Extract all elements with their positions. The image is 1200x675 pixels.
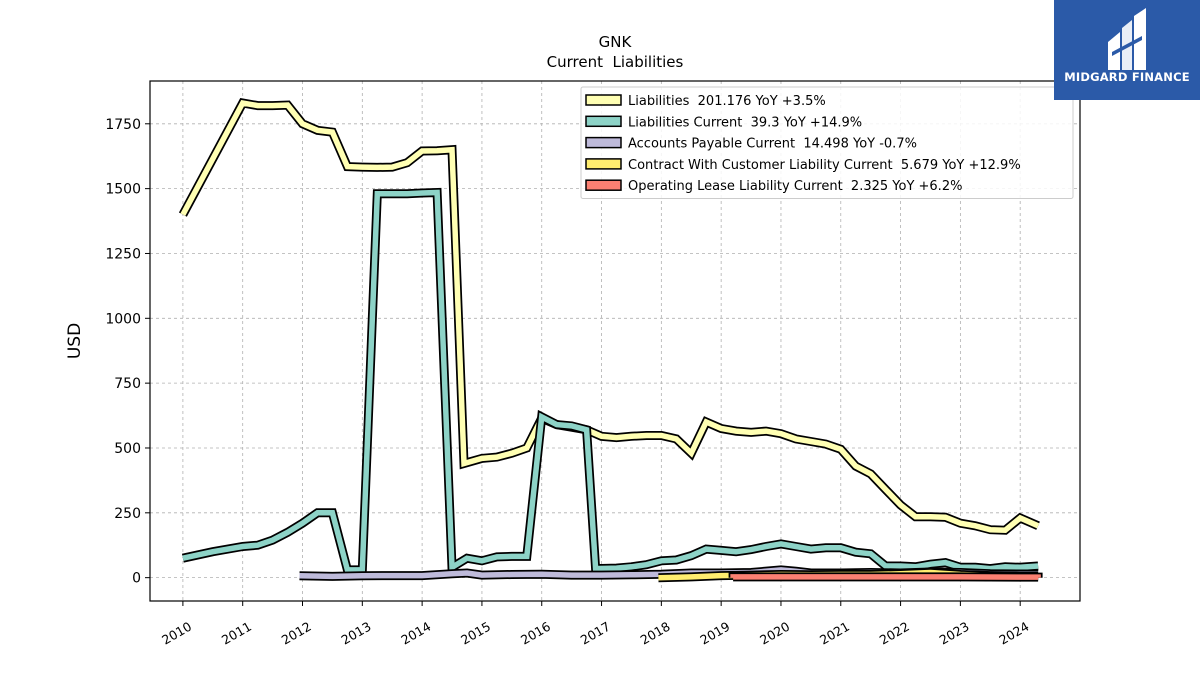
legend-label: Contract With Customer Liability Current…	[628, 158, 1021, 173]
x-tick-label: 2016	[518, 619, 553, 648]
legend-label: Liabilities Current 39.3 YoY +14.9%	[628, 115, 862, 130]
x-tick-label: 2024	[996, 619, 1031, 648]
chart-subtitle: Current Liabilities	[547, 53, 684, 71]
x-tick-label: 2018	[638, 619, 673, 648]
x-tick-label: 2020	[757, 619, 792, 648]
legend-label: Liabilities 201.176 YoY +3.5%	[628, 94, 826, 109]
legend-swatch	[585, 136, 622, 149]
x-tick-label: 2019	[697, 619, 732, 648]
y-tick-label: 1750	[105, 117, 141, 133]
y-tick-label: 1250	[105, 246, 141, 262]
y-axis-label: USD	[65, 323, 85, 359]
brand-logo: MIDGARD FINANCE	[1054, 0, 1200, 100]
brand-name: MIDGARD FINANCE	[1064, 70, 1190, 84]
logo-mark-icon	[1108, 8, 1146, 70]
series-line-liabilities-current	[182, 189, 1039, 573]
x-tick-label: 2014	[398, 619, 433, 648]
legend-label: Operating Lease Liability Current 2.325 …	[628, 179, 962, 194]
series-line-operating-lease-liability-current	[730, 574, 1041, 580]
x-tick-label: 2022	[877, 619, 912, 648]
x-tick-label: 2017	[578, 619, 613, 648]
y-tick-label: 250	[114, 506, 141, 522]
chart-title: GNK	[599, 33, 633, 51]
y-tick-label: 1000	[105, 311, 141, 327]
plot-frame	[149, 80, 1081, 602]
x-tick-label: 2015	[458, 619, 493, 648]
y-tick-label: 1500	[105, 182, 141, 198]
series-lines	[178, 98, 1043, 583]
x-tick-label: 2021	[817, 619, 852, 648]
legend-swatch	[585, 115, 622, 128]
y-tick-label: 0	[132, 571, 141, 587]
x-tick-label: 2010	[159, 619, 194, 648]
legend: Liabilities 201.176 YoY +3.5% Liabilities…	[580, 86, 1074, 199]
x-tick-label: 2013	[339, 619, 374, 648]
y-tick-label: 750	[114, 376, 141, 392]
legend-swatch	[585, 94, 622, 106]
legend-box	[580, 86, 1074, 199]
x-tick-label: 2012	[279, 619, 314, 648]
series-line-liabilities	[180, 99, 1040, 533]
y-tick-label: 500	[114, 441, 141, 457]
x-tick-label: 2011	[219, 619, 254, 648]
legend-swatch	[585, 158, 622, 170]
x-tick-label: 2023	[937, 619, 972, 648]
legend-swatch	[585, 179, 622, 191]
legend-label: Accounts Payable Current 14.498 YoY -0.7…	[628, 137, 917, 152]
